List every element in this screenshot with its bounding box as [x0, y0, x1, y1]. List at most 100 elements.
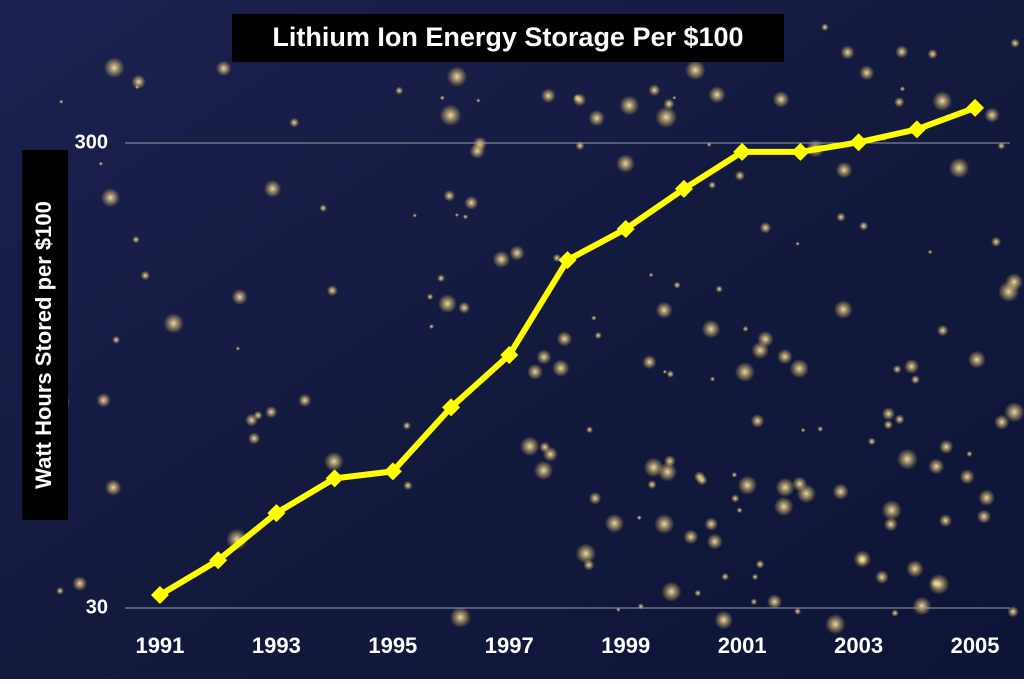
city-light: [750, 414, 765, 428]
city-light: [817, 426, 824, 432]
city-light: [938, 513, 953, 528]
city-light: [821, 23, 829, 32]
city-light: [800, 427, 806, 433]
city-light: [298, 393, 312, 408]
city-light: [883, 419, 894, 430]
city-light: [661, 581, 682, 602]
city-light: [683, 529, 699, 545]
city-light: [248, 432, 261, 445]
city-light: [140, 270, 151, 281]
city-light: [777, 348, 793, 365]
data-point: [616, 219, 635, 238]
city-light: [730, 494, 740, 503]
city-light: [859, 221, 869, 231]
city-light: [588, 491, 602, 505]
city-light: [575, 543, 597, 564]
city-light: [750, 598, 758, 606]
city-light: [892, 364, 902, 374]
city-light: [976, 509, 992, 524]
data-point: [267, 504, 286, 523]
city-light: [289, 117, 300, 128]
city-light: [540, 88, 556, 104]
city-light: [131, 74, 146, 90]
city-light: [449, 606, 472, 628]
x-tick-label: 1999: [601, 633, 650, 658]
city-light: [936, 324, 949, 337]
city-light: [997, 141, 1006, 150]
city-light: [991, 236, 1002, 247]
city-light: [701, 319, 721, 339]
city-light: [998, 280, 1020, 303]
city-light: [966, 450, 973, 457]
city-light: [103, 57, 125, 79]
city-light: [56, 586, 64, 595]
city-light: [773, 496, 794, 517]
city-light: [585, 426, 594, 434]
city-light: [903, 358, 920, 375]
city-light: [755, 559, 765, 569]
city-light: [672, 95, 677, 100]
x-tick-label: 1991: [135, 633, 184, 658]
city-light: [454, 212, 459, 218]
city-light: [163, 313, 184, 334]
city-light: [751, 573, 759, 581]
city-light: [654, 513, 675, 535]
city-light: [721, 572, 730, 581]
city-light: [469, 143, 485, 159]
city-light: [648, 272, 654, 278]
city-light: [706, 533, 723, 550]
data-point: [500, 345, 519, 364]
city-light: [833, 300, 853, 319]
x-tick-label: 1995: [368, 633, 417, 658]
city-light: [263, 179, 282, 198]
city-light: [775, 477, 795, 498]
city-light: [648, 84, 661, 97]
data-point: [325, 469, 344, 488]
x-tick-label: 2003: [834, 633, 883, 658]
city-light: [426, 293, 434, 301]
city-light: [666, 370, 675, 378]
y-tick-label: 300: [75, 131, 108, 153]
data-point: [383, 462, 402, 481]
city-light: [939, 439, 954, 455]
city-light: [533, 460, 554, 481]
city-light: [428, 323, 435, 330]
city-light: [215, 60, 232, 77]
y-axis-label: Watt Hours Stored per $100: [31, 201, 56, 489]
city-light: [894, 414, 905, 425]
city-light: [492, 250, 511, 269]
city-light: [789, 358, 810, 379]
city-light: [231, 288, 248, 305]
city-light: [734, 170, 746, 181]
city-light: [104, 479, 122, 496]
city-light: [948, 157, 970, 179]
city-light: [927, 48, 938, 60]
city-light: [591, 315, 597, 321]
city-light: [132, 235, 140, 244]
city-light: [655, 106, 678, 129]
city-light: [326, 285, 338, 297]
city-light: [647, 480, 657, 490]
city-light: [575, 141, 585, 151]
city-light: [265, 405, 278, 419]
city-light: [403, 480, 413, 491]
x-tick-label: 1993: [252, 633, 301, 658]
city-light: [1004, 401, 1024, 423]
city-light: [825, 613, 846, 635]
city-light: [402, 421, 412, 430]
city-light: [527, 363, 544, 380]
x-tick-label: 2001: [718, 633, 767, 658]
city-light: [395, 86, 404, 95]
city-light: [696, 474, 708, 486]
city-light: [673, 281, 681, 289]
city-light: [895, 45, 909, 59]
city-light: [708, 181, 717, 189]
data-point: [791, 142, 810, 161]
city-light: [655, 301, 673, 319]
city-light: [694, 589, 702, 597]
x-tick-label: 2005: [951, 633, 1000, 658]
city-light: [685, 59, 706, 81]
city-light: [867, 437, 876, 446]
